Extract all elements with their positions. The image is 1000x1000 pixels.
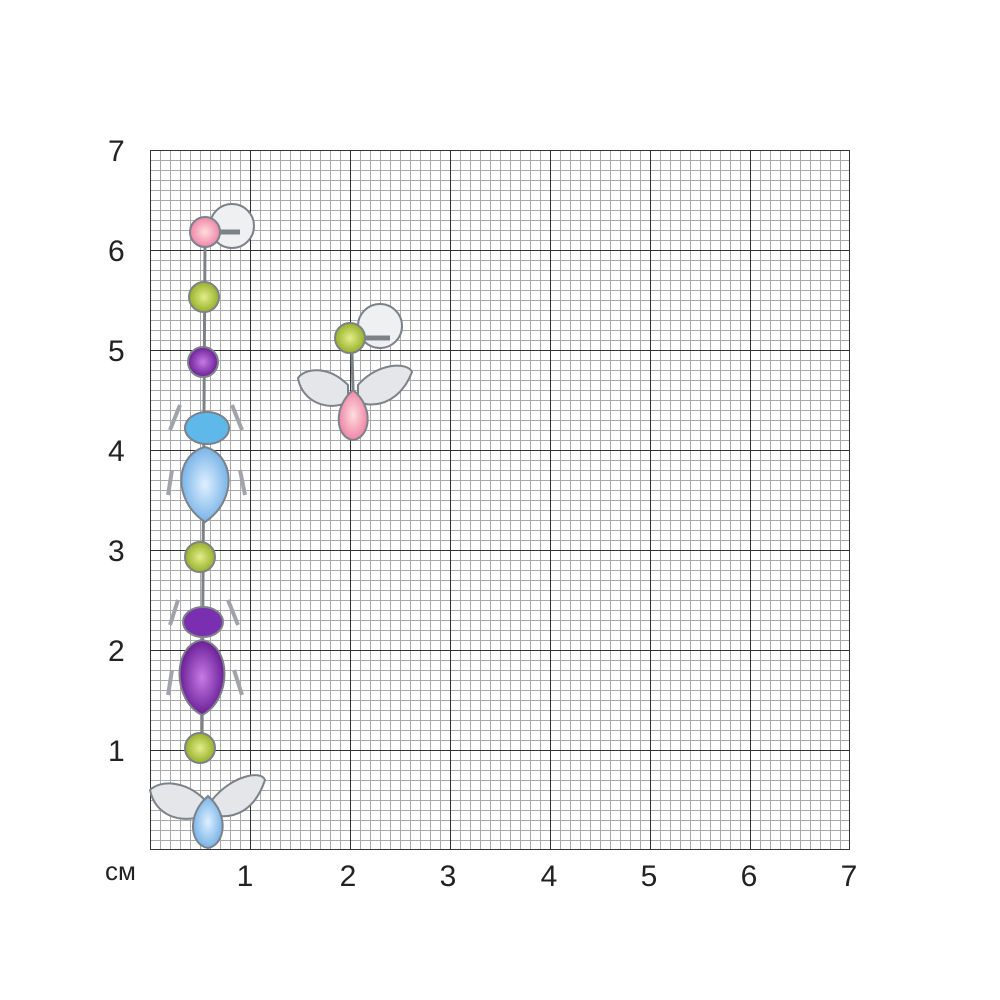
pink-pear-gem	[337, 388, 369, 442]
x-tick-3: 3	[439, 860, 457, 893]
blue-pear-gem	[192, 794, 224, 850]
y-tick-2: 2	[108, 635, 125, 668]
y-tick-7: 7	[108, 135, 125, 168]
purple-beetle-head	[182, 606, 224, 638]
x-tick-7: 7	[840, 860, 858, 893]
x-tick-2: 2	[339, 860, 357, 893]
y-tick-1: 1	[108, 735, 125, 768]
bee-wing-left	[296, 369, 349, 407]
bee-wing-right	[357, 364, 414, 406]
cm-grid	[150, 150, 850, 850]
green-gem	[184, 732, 216, 764]
purple-gem	[187, 346, 219, 378]
x-tick-6: 6	[740, 860, 758, 893]
x-tick-4: 4	[540, 860, 558, 893]
bee-wing-right	[211, 774, 267, 818]
green-gem	[334, 322, 366, 354]
short-earring	[296, 303, 414, 442]
x-tick-1: 1	[236, 860, 254, 893]
y-tick-4: 4	[108, 435, 125, 468]
blue-beetle-head	[184, 411, 230, 445]
bee-wing-left	[148, 782, 206, 820]
y-tick-6: 6	[108, 235, 125, 268]
long-earring	[148, 203, 267, 850]
pink-gem	[189, 216, 221, 248]
y-tick-5: 5	[108, 335, 125, 368]
green-gem	[188, 281, 220, 313]
x-tick-5: 5	[640, 860, 658, 893]
y-tick-3: 3	[108, 535, 125, 568]
green-gem	[184, 541, 216, 573]
blue-beetle-body	[180, 445, 230, 524]
unit-label: см	[105, 856, 136, 886]
purple-beetle-body	[178, 638, 226, 717]
